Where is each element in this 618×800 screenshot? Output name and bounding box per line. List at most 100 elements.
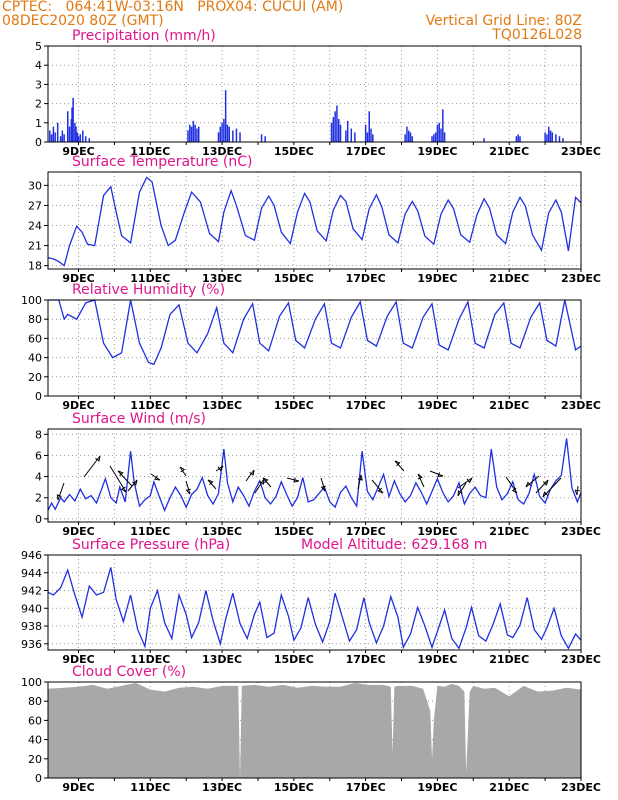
x-tick-label: 19DEC <box>417 272 457 285</box>
x-tick-label: 21DEC <box>489 781 529 794</box>
wind-arrow <box>542 477 562 498</box>
wind-arrowhead <box>207 479 214 486</box>
station-header-line1: CPTEC: 064:41W-03:16N PROX04: CUCUI (AM) <box>2 0 344 15</box>
wind-arrowhead <box>185 488 191 495</box>
y-tick-label: 80 <box>28 695 42 708</box>
x-tick-label: 21DEC <box>489 653 529 666</box>
temp-panel: 18 21 24 27 30 9DEC 11DEC 13DEC 15DEC 17DEC 19DEC 2… <box>28 154 601 285</box>
y-tick-label: 21 <box>28 240 42 253</box>
precip-bar <box>337 118 340 142</box>
y-tick-label: 60 <box>28 714 42 727</box>
wind-arrow <box>83 455 101 478</box>
wind-arrow <box>179 466 187 477</box>
precip-bar <box>370 128 372 142</box>
wind-arrow <box>394 460 405 472</box>
wind-arrowhead <box>154 475 161 481</box>
x-tick-label: 23DEC <box>561 525 601 538</box>
precip-bar <box>79 134 82 142</box>
precip-bar <box>433 134 435 142</box>
precip-bar <box>76 132 79 142</box>
precip-bar <box>66 111 69 142</box>
y-tick-label: 4 <box>35 471 42 484</box>
y-tick-label: 40 <box>28 352 42 365</box>
x-tick-label: 17DEC <box>346 653 386 666</box>
vertical-grid-note: Vertical Grid Line: 80Z <box>425 13 582 29</box>
x-tick-label: 11DEC <box>130 525 170 538</box>
y-tick-label: 944 <box>21 567 42 580</box>
precip-bar <box>192 120 195 142</box>
y-tick-label: 1 <box>35 117 42 130</box>
rh-title: Relative Humidity (%) <box>72 282 225 298</box>
wind-arrow <box>371 479 384 494</box>
wind-arrow <box>457 482 467 497</box>
precip-bar <box>84 136 87 142</box>
precip-bar <box>544 132 546 142</box>
y-tick-label: 940 <box>21 602 42 615</box>
x-tick-label: 9DEC <box>62 525 94 538</box>
model-code: TQ0126L028 <box>492 27 582 43</box>
y-tick-label: 30 <box>28 179 42 192</box>
wind-arrowhead <box>120 486 127 493</box>
wind-arrow <box>525 475 540 488</box>
precip-bar <box>368 111 370 142</box>
x-tick-label: 19DEC <box>417 399 457 412</box>
y-tick-label: 3 <box>35 78 42 91</box>
x-tick-label: 13DEC <box>202 145 242 158</box>
plot-frame <box>47 45 582 143</box>
temp-title: Surface Temperature (nC) <box>72 154 253 170</box>
x-tick-label: 23DEC <box>561 399 601 412</box>
precip-bar <box>546 134 548 142</box>
wind-arrowhead <box>437 472 444 477</box>
precip-bar <box>339 124 342 142</box>
y-tick-label: 100 <box>21 294 42 307</box>
y-tick-label: 946 <box>21 549 42 562</box>
x-tick-label: 13DEC <box>202 525 242 538</box>
precip-bar <box>404 134 406 142</box>
plot-frame <box>47 554 582 651</box>
precip-bar <box>68 126 71 142</box>
precip-bar <box>555 134 557 142</box>
x-tick-label: 9DEC <box>62 781 94 794</box>
precip-bar <box>228 126 231 142</box>
wind-series-line <box>47 438 582 513</box>
plot-frame <box>47 681 582 779</box>
y-tick-label: 40 <box>28 734 42 747</box>
y-tick-label: 0 <box>35 390 42 403</box>
y-tick-label: 2 <box>35 492 42 505</box>
precip-bar <box>52 126 55 142</box>
y-tick-label: 0 <box>35 772 42 785</box>
x-tick-label: 15DEC <box>274 145 314 158</box>
x-tick-label: 11DEC <box>130 272 170 285</box>
precip-bar <box>72 97 74 142</box>
x-tick-label: 19DEC <box>417 781 457 794</box>
precip-bar <box>558 136 561 142</box>
x-tick-label: 21DEC <box>489 399 529 412</box>
pressure-series-line <box>47 567 582 650</box>
precip-bar <box>443 132 446 142</box>
precip-bar <box>483 138 485 142</box>
run-date-header: 08DEC2020 80Z (GMT) <box>2 13 164 29</box>
wind-arrow <box>109 465 127 493</box>
wind-arrowhead <box>259 478 265 485</box>
wind-arrow <box>505 476 518 494</box>
precip-bar <box>49 130 51 142</box>
wind-arrowhead <box>95 455 101 462</box>
precip-bar <box>431 136 433 142</box>
precip-bar <box>63 134 65 142</box>
wind-arrowhead <box>377 487 384 494</box>
wind-arrowhead <box>56 494 62 501</box>
x-tick-label: 11DEC <box>130 653 170 666</box>
wind-arrowhead <box>293 477 300 483</box>
x-tick-label: 15DEC <box>274 272 314 285</box>
y-tick-label: 18 <box>28 260 42 273</box>
wind-arrow <box>150 473 161 481</box>
y-tick-label: 24 <box>28 220 42 233</box>
wind-arrow <box>286 477 300 482</box>
precip-bar <box>350 128 353 142</box>
y-tick-label: 6 <box>35 449 42 462</box>
wind-arrowhead <box>417 473 423 480</box>
precip-bar <box>436 124 439 142</box>
x-tick-label: 9DEC <box>62 272 94 285</box>
cloud-panel: 0 20 40 60 80 100 9DEC 11DEC 13DEC 15DEC 17DEC 19DE… <box>21 664 601 794</box>
